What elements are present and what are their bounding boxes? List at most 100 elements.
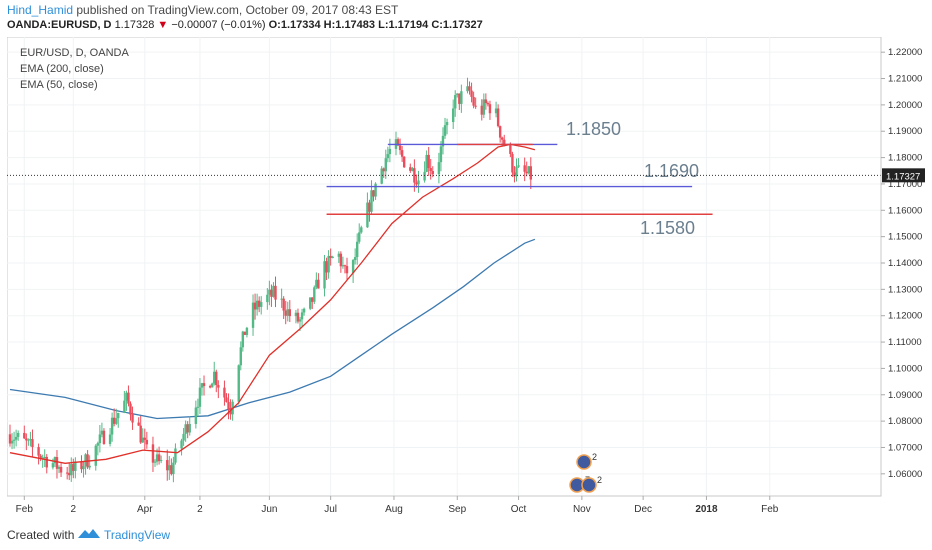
candle-body	[325, 261, 328, 273]
candle-body	[57, 466, 61, 469]
plot-frame	[7, 37, 882, 497]
candle-body	[157, 454, 161, 462]
candle-body	[270, 289, 273, 297]
candle-body	[70, 464, 73, 476]
candle-body	[72, 464, 75, 471]
chart-area[interactable]: 1.1850 1.1690 1.1580 1.22000 1.21000 1.20000…	[7, 37, 925, 517]
price-tick-label: 1.10000	[888, 363, 922, 374]
time-tick-label: 2	[71, 504, 77, 515]
footer: Created with TradingView	[0, 519, 932, 550]
high-label: H:	[323, 19, 336, 31]
price-chart[interactable]: 1.1850 1.1690 1.1580 1.22000 1.21000 1.20000…	[7, 37, 925, 517]
created-with-label: Created with	[7, 528, 75, 542]
candle-body	[294, 312, 298, 317]
candle-body	[166, 460, 169, 471]
candle-body	[382, 168, 385, 172]
candle-body	[474, 105, 477, 107]
candle-body	[8, 434, 12, 444]
author-link[interactable]: Hind_Hamid	[7, 3, 74, 17]
candle-body	[237, 365, 240, 402]
candle-body	[108, 434, 112, 444]
level-label: 1.1690	[644, 161, 699, 181]
low-value: 1.17194	[388, 19, 429, 31]
time-tick-label: 2	[197, 504, 203, 515]
candle-body	[188, 423, 191, 433]
candle-body	[243, 331, 247, 335]
candle-body	[80, 461, 83, 470]
candle-body	[429, 168, 432, 172]
candle-body	[402, 156, 406, 168]
ema50-path	[9, 143, 536, 464]
publish-line: Hind_Hamid published on TradingView.com,…	[7, 3, 398, 17]
candle-body	[437, 162, 441, 175]
tradingview-brand[interactable]: TradingView	[104, 528, 171, 542]
candle-body	[372, 190, 375, 197]
time-tick-label: Jul	[324, 504, 337, 515]
time-axis[interactable]: Feb 2 Apr 2 Jun Jul Aug Sep Oct Nov Dec 2018 Feb	[7, 495, 881, 515]
tradingview-logo-icon[interactable]	[77, 526, 101, 540]
candle-body	[253, 302, 257, 310]
candle-body	[25, 438, 28, 441]
candle-body	[468, 86, 471, 91]
price-axis[interactable]: 1.22000 1.21000 1.20000 1.19000 1.18000 1.170…	[880, 37, 925, 496]
candle-body	[417, 180, 420, 185]
candle-body	[245, 327, 249, 335]
event-markers[interactable]: 272	[569, 452, 602, 493]
candle-body	[427, 154, 430, 169]
candle-body	[458, 93, 461, 104]
current-price-label: 1.17327	[886, 171, 920, 182]
candle-body	[345, 266, 349, 274]
candle-body	[400, 150, 404, 157]
close-value: 1.17327	[442, 19, 483, 31]
candle-body	[529, 166, 532, 180]
candle-body	[517, 165, 520, 167]
candle-body	[370, 190, 373, 212]
candle-body	[480, 105, 483, 115]
candle-body	[511, 153, 514, 173]
time-tick-label: Feb	[16, 504, 34, 515]
time-tick-label: Dec	[634, 504, 652, 515]
candle-body	[198, 387, 202, 407]
candle-body	[486, 103, 490, 105]
candle-body	[374, 183, 377, 197]
candle-body	[386, 154, 390, 159]
candle-body	[45, 456, 48, 468]
ohlc-line: OANDA:EURUSD, D 1.17328 ▼ −0.00007 (−0.0…	[7, 19, 483, 31]
high-value: 1.17483	[335, 19, 376, 31]
candle-body	[82, 466, 85, 470]
candle-body	[260, 302, 263, 307]
grid	[7, 37, 881, 496]
candle-body	[184, 424, 187, 434]
close-label: C:	[431, 19, 443, 31]
candle-body	[454, 95, 457, 109]
candle-body	[282, 298, 285, 311]
candle-body	[525, 171, 528, 174]
last-price: 1.17328	[114, 19, 155, 31]
candle-body	[96, 443, 100, 446]
candle-body	[409, 167, 412, 171]
candle-body	[125, 392, 128, 401]
candle-body	[445, 122, 449, 126]
price-tick-label: 1.08000	[888, 416, 922, 427]
current-price-tag	[882, 168, 925, 183]
candle-body	[10, 440, 14, 444]
candle-body	[55, 457, 59, 469]
candle-body	[155, 454, 159, 462]
candle-body	[251, 302, 255, 328]
candle-body	[351, 260, 355, 274]
candle-body	[41, 457, 44, 459]
level-label: 1.1850	[566, 119, 621, 139]
event-marker-count: 2	[597, 475, 602, 485]
candle-body	[43, 456, 46, 458]
candle-body	[100, 430, 104, 435]
candle-body	[168, 465, 171, 471]
candle-body	[472, 96, 475, 106]
candle-body	[196, 406, 200, 408]
change-arrow-icon: ▼	[157, 19, 169, 31]
candle-body	[309, 297, 312, 309]
candle-body	[482, 99, 486, 115]
support-resistance-lines[interactable]: 1.1850 1.1690 1.1580	[7, 119, 881, 238]
candle-body	[296, 312, 300, 322]
header: Hind_Hamid published on TradingView.com,…	[0, 0, 932, 36]
candle-body	[503, 139, 506, 146]
